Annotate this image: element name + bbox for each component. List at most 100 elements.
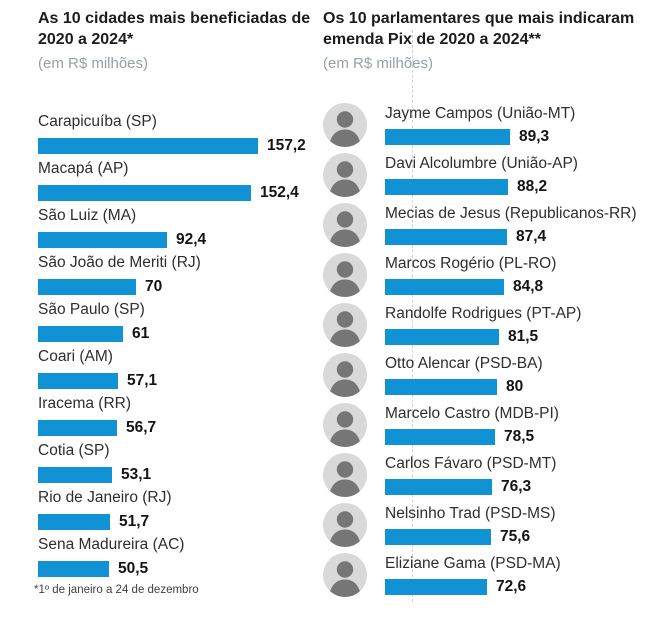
bar	[38, 185, 251, 201]
bar-line: 157,2	[38, 137, 328, 155]
bar-label: Otto Alencar (PSD-BA)	[385, 355, 543, 372]
bar-row-content: Nelsinho Trad (PSD-MS) 75,6	[385, 503, 556, 546]
bar-row: Eliziane Gama (PSD-MA) 72,6	[323, 553, 666, 597]
bar-row-content: Otto Alencar (PSD-BA) 80	[385, 353, 543, 396]
bar-row-content: Coari (AM) 57,1	[38, 347, 328, 390]
bar-label: Carlos Fávaro (PSD-MT)	[385, 455, 557, 472]
bar-value: 157,2	[267, 137, 306, 154]
bar-row: Randolfe Rodrigues (PT-AP) 81,5	[323, 303, 666, 347]
bar-line: 50,5	[38, 560, 328, 578]
bar	[38, 420, 117, 436]
bar-value: 152,4	[260, 184, 299, 201]
bar-line: 75,6	[385, 528, 556, 546]
person-photo-avatar	[323, 203, 367, 247]
bar-value: 87,4	[516, 228, 547, 245]
person-photo-avatar	[323, 553, 367, 597]
bar-line: 51,7	[38, 513, 328, 531]
bar	[385, 329, 499, 345]
bar-row: Carapicuíba (SP) 157,2	[38, 112, 328, 155]
bar-label: Nelsinho Trad (PSD-MS)	[385, 505, 556, 522]
person-photo-avatar	[323, 503, 367, 547]
bar-row-content: São Paulo (SP) 61	[38, 300, 328, 343]
bar-row: Nelsinho Trad (PSD-MS) 75,6	[323, 503, 666, 547]
bar-line: 80	[385, 378, 543, 396]
bar-label: Rio de Janeiro (RJ)	[38, 489, 172, 506]
bar-row-content: Marcelo Castro (MDB-PI) 78,5	[385, 403, 559, 446]
bar-row: São Paulo (SP) 61	[38, 300, 328, 343]
bar	[385, 529, 491, 545]
bar-value: 70	[145, 278, 163, 295]
bar	[385, 129, 510, 145]
bar	[38, 373, 118, 389]
bar-row-content: Mecias de Jesus (Republicanos-RR) 87,4	[385, 203, 637, 246]
bar	[385, 579, 487, 595]
bar-row-content: Carlos Fávaro (PSD-MT) 76,3	[385, 453, 556, 496]
bar-line: 76,3	[385, 478, 556, 496]
left-chart-title: As 10 cidades mais beneficiadas de 2020 …	[38, 10, 311, 48]
bar	[38, 326, 123, 342]
bar-value: 61	[132, 325, 150, 342]
bar-label: São Paulo (SP)	[38, 301, 145, 318]
bar-row-content: Carapicuíba (SP) 157,2	[38, 112, 328, 155]
bar-label: Eliziane Gama (PSD-MA)	[385, 555, 561, 572]
bar-label: Mecias de Jesus (Republicanos-RR)	[385, 205, 637, 222]
bar	[385, 229, 507, 245]
bar-line: 53,1	[38, 466, 328, 484]
bar-line: 88,2	[385, 178, 578, 196]
right-chart-title: Os 10 parlamentares que mais indicaram e…	[323, 10, 635, 48]
bar-label: Randolfe Rodrigues (PT-AP)	[385, 305, 582, 322]
bar-row: Marcelo Castro (MDB-PI) 78,5	[323, 403, 666, 447]
bar-row-content: Marcos Rogério (PL-RO) 84,8	[385, 253, 556, 296]
bar-value: 84,8	[513, 278, 544, 295]
bar-label: São João de Meriti (RJ)	[38, 254, 201, 271]
bar	[385, 429, 495, 445]
bar-label: Macapá (AP)	[38, 160, 129, 177]
bar-label: Marcos Rogério (PL-RO)	[385, 255, 557, 272]
bar-line: 72,6	[385, 578, 561, 596]
bar-value: 75,6	[500, 528, 531, 545]
bar-value: 81,5	[508, 328, 539, 345]
left-chart-subtitle: (em R$ milhões)	[38, 55, 149, 72]
bar	[385, 379, 497, 395]
bar-row: Mecias de Jesus (Republicanos-RR) 87,4	[323, 203, 666, 247]
bar-row: Marcos Rogério (PL-RO) 84,8	[323, 253, 666, 297]
bar-row-content: Cotia (SP) 53,1	[38, 441, 328, 484]
bar-label: Sena Madureira (AC)	[38, 536, 185, 553]
bar-value: 57,1	[127, 372, 158, 389]
bar-line: 84,8	[385, 278, 556, 296]
bar-line: 92,4	[38, 231, 328, 249]
bar-line: 87,4	[385, 228, 637, 246]
parliamentarians-bar-chart: Os 10 parlamentares que mais indicaram e…	[323, 8, 666, 603]
bar	[38, 279, 136, 295]
bar-row-content: Macapá (AP) 152,4	[38, 159, 328, 202]
bar-row: Iracema (RR) 56,7	[38, 394, 328, 437]
bar	[38, 514, 110, 530]
bar-row: Rio de Janeiro (RJ) 51,7	[38, 488, 328, 531]
bar-label: Coari (AM)	[38, 348, 113, 365]
bar-row-content: Davi Alcolumbre (União-AP) 88,2	[385, 153, 578, 196]
bar-row-content: Sena Madureira (AC) 50,5	[38, 535, 328, 578]
bar-line: 56,7	[38, 419, 328, 437]
bar-value: 53,1	[121, 466, 152, 483]
bar-label: Marcelo Castro (MDB-PI)	[385, 405, 559, 422]
bar-row-content: Eliziane Gama (PSD-MA) 72,6	[385, 553, 561, 596]
bar-value: 72,6	[496, 578, 527, 595]
bar	[38, 561, 109, 577]
bar	[38, 232, 167, 248]
bar-label: Carapicuíba (SP)	[38, 113, 157, 130]
column-divider-dashed-line	[412, 30, 413, 602]
bar-row: Otto Alencar (PSD-BA) 80	[323, 353, 666, 397]
bar-row-content: Rio de Janeiro (RJ) 51,7	[38, 488, 328, 531]
bar-label: Jayme Campos (União-MT)	[385, 105, 576, 122]
person-photo-avatar	[323, 153, 367, 197]
bar-row: Macapá (AP) 152,4	[38, 159, 328, 202]
bar-row: São João de Meriti (RJ) 70	[38, 253, 328, 295]
left-chart-footnote: *1º de janeiro a 24 de dezembro	[34, 584, 199, 596]
bar-label: São Luiz (MA)	[38, 207, 137, 224]
bar-value: 89,3	[519, 128, 550, 145]
bar-line: 78,5	[385, 428, 559, 446]
bar-value: 92,4	[176, 231, 207, 248]
left-chart-rows: Carapicuíba (SP) 157,2 Macapá (AP) 152,4 São…	[38, 112, 328, 578]
bar-label: Davi Alcolumbre (União-AP)	[385, 155, 578, 172]
bar-value: 78,5	[504, 428, 535, 445]
